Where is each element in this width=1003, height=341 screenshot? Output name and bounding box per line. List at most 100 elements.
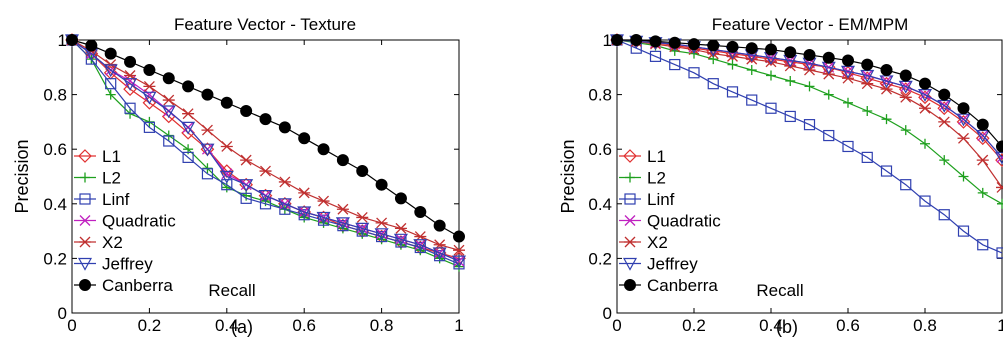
data-point [611,34,623,46]
data-point [957,132,970,144]
data-point [297,206,312,220]
data-point [104,47,117,60]
x-tick-label: 0.8 [370,316,394,335]
series-linf [611,34,1003,259]
data-point [803,119,816,131]
x-tick-label: 0 [67,316,76,335]
data-point [356,211,369,223]
data-point [669,58,681,71]
data-point [957,225,970,237]
legend-marker [80,172,90,183]
data-point [746,94,758,106]
data-point [919,102,931,114]
data-point [996,140,1003,153]
data-point [394,222,407,234]
data-point [356,225,368,237]
data-point [85,39,98,52]
legend-marker [79,279,91,291]
series-line [71,39,460,265]
data-point [414,205,427,218]
data-point [376,230,388,243]
data-point [784,46,797,59]
data-point [336,154,349,167]
chart-title: Feature Vector - EM/MPM [712,15,909,34]
data-point [919,77,931,90]
x-tick-label: 1 [454,316,463,335]
y-tick-label: 0.6 [588,140,612,159]
data-point [957,102,970,115]
data-point [277,198,292,212]
data-point [938,116,951,128]
panel-label: (b) [776,317,798,337]
data-point [900,125,911,136]
data-point [240,104,253,117]
series-line [616,39,1003,158]
series-line [71,39,460,268]
legend-label: X2 [647,233,668,252]
data-point [765,102,777,114]
data-point [162,72,175,85]
data-point [161,105,176,119]
data-point [317,195,330,207]
data-point [162,94,175,106]
data-point [259,198,272,210]
data-point [842,140,854,153]
plot-area-frame [71,39,460,314]
data-point [240,192,252,204]
legend-marker [79,193,91,205]
x-tick-label: 0.6 [836,316,860,335]
data-point [726,40,739,53]
legend: L1 L2 Linf Quadratic X2 Jeffrey Canberra [74,147,176,295]
legend-label: L1 [647,147,666,166]
legend-marker [622,257,638,271]
legend: L1 L2 Linf Quadratic X2 Jeffrey Canberra [619,147,721,295]
x-tick-label: 0.2 [138,316,162,335]
legend-marker [78,149,92,163]
series-line [616,39,1003,254]
x-tick-label: 0.6 [292,316,316,335]
data-point [182,80,195,93]
data-point [66,34,78,46]
series-line [71,39,460,262]
data-point [298,132,311,145]
data-point [221,179,233,191]
data-point [393,233,408,247]
data-point [861,151,873,163]
data-point [433,219,446,232]
data-point [124,102,136,114]
data-point [727,59,738,70]
x-tick-label: 1 [997,316,1003,335]
data-point [335,217,350,231]
data-point [220,141,233,152]
data-point [413,239,428,253]
legend-label: Quadratic [102,212,176,231]
data-point [919,195,931,207]
data-point [765,43,777,56]
data-point [688,38,700,51]
y-tick-label: 1 [58,31,67,50]
legend-item: Canberra [619,276,718,295]
data-point [997,198,1003,209]
legend-marker [624,193,636,205]
data-point [103,64,118,78]
legend-marker [79,236,91,248]
data-point [958,171,969,182]
data-point [143,64,156,77]
plot-area-frame [616,39,1003,314]
data-point [649,35,662,48]
data-point [395,236,407,248]
legend-item: Quadratic [619,212,721,231]
data-point [201,124,214,136]
data-point [298,209,310,221]
data-point [143,121,155,133]
legend-label: L2 [102,169,121,188]
data-point [316,211,331,225]
data-point [899,69,912,82]
data-point [862,105,873,116]
data-point [240,154,253,166]
legend-label: X2 [102,233,123,252]
y-tick-label: 0 [58,304,67,323]
legend-label: Linf [102,190,130,209]
data-point [938,209,950,221]
